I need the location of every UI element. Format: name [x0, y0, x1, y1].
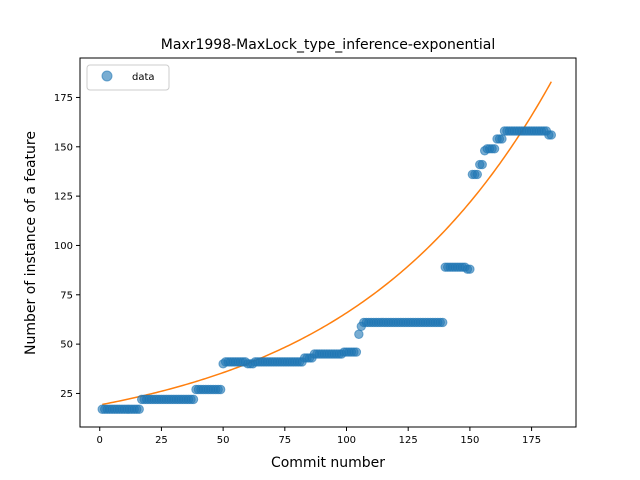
y-tick-label: 175 [54, 93, 73, 104]
data-point [215, 384, 226, 395]
data-point [351, 347, 362, 357]
y-tick-label: 100 [54, 241, 73, 252]
data-point [354, 329, 364, 339]
legend-box [86, 64, 170, 91]
x-tick-label: 100 [337, 435, 356, 446]
data-point [489, 144, 500, 154]
axes-frame [79, 57, 577, 428]
y-tick-label: 150 [54, 142, 73, 153]
data-point [472, 169, 482, 180]
y-tick-label: 25 [60, 389, 73, 400]
y-axis: 25 50 75 100 125 150 175 [54, 93, 80, 400]
legend-label-data: data [132, 72, 155, 83]
y-tick-label: 125 [54, 192, 73, 203]
x-axis-label: Commit number [271, 455, 385, 471]
data-point [438, 317, 448, 328]
x-tick-label: 0 [97, 435, 103, 446]
x-tick-label: 25 [155, 435, 168, 446]
fit-layer [102, 81, 552, 406]
legend: data [86, 64, 170, 91]
plot-area [79, 57, 577, 428]
data-point [546, 130, 557, 140]
x-axis: 0 25 50 75 100 125 150 175 [97, 427, 541, 446]
chart-title: Maxr1998-MaxLock_type_inference-exponent… [161, 37, 495, 53]
points-layer [97, 126, 557, 414]
y-axis-label: Number of instance of a feature [23, 131, 39, 355]
x-tick-label: 75 [278, 435, 291, 446]
y-tick-label: 50 [60, 340, 73, 351]
y-tick-label: 75 [60, 290, 73, 301]
x-tick-label: 175 [522, 435, 541, 446]
x-tick-label: 50 [217, 435, 230, 446]
data-point [465, 264, 475, 274]
data-point [134, 404, 144, 414]
data-point [497, 134, 507, 144]
legend-marker-data [101, 70, 113, 82]
fit-line [102, 81, 552, 406]
data-point [477, 159, 487, 170]
x-tick-label: 125 [399, 435, 418, 446]
x-tick-label: 150 [460, 435, 479, 446]
data-point [188, 394, 199, 405]
